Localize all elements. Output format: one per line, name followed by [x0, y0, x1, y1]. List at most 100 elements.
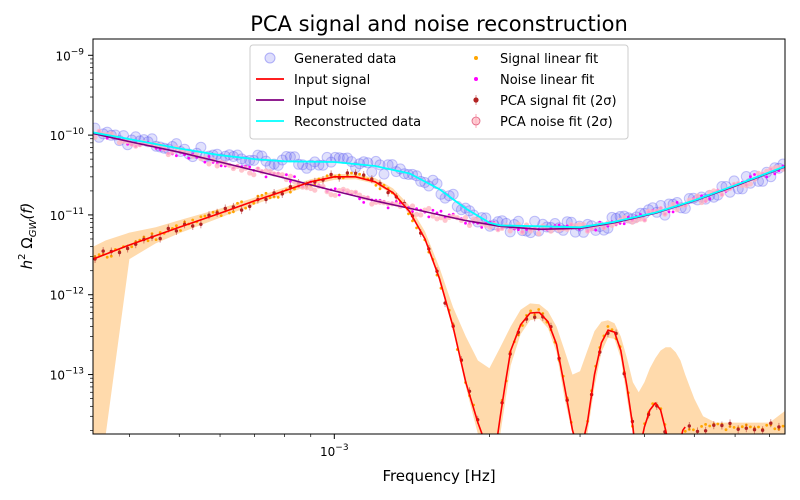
signal-linear-fit-point	[683, 429, 687, 433]
signal-linear-fit-point	[407, 212, 410, 216]
noise-linear-fit-point	[411, 210, 414, 213]
legend-item-pca_signal: PCA signal fit (2σ)	[473, 94, 617, 109]
signal-linear-fit-point	[154, 238, 158, 242]
pca-noise-fit-point	[267, 168, 273, 175]
pca-noise-fit-point	[409, 203, 416, 209]
pca-noise-fit-point	[466, 222, 473, 228]
noise-linear-fit-point	[622, 222, 626, 226]
pca-signal-fit-point	[769, 421, 773, 425]
pca-noise-fit-point	[369, 201, 375, 207]
legend-label: Input signal	[294, 73, 370, 88]
noise-linear-fit-point	[285, 173, 288, 177]
ticks-layer: 10−9 10−10 10−11 10−12 10−13 10−3	[50, 47, 770, 459]
pca-noise-fit-point	[633, 218, 640, 224]
signal-linear-fit-point	[264, 191, 268, 195]
pca-noise-fit-point	[430, 213, 436, 219]
signal-linear-fit-point	[97, 253, 101, 257]
pca-signal-fit-point	[248, 204, 252, 209]
x-axis-label: Frequency [Hz]	[382, 467, 495, 485]
signal-linear-fit-point	[700, 425, 703, 428]
pca-noise-fit-point	[206, 161, 212, 167]
pca-signal-fit-point	[264, 197, 268, 202]
pca-signal-fit-point	[288, 185, 293, 189]
legend-swatch	[473, 97, 479, 103]
pca-noise-fit-point	[308, 185, 314, 192]
pca-noise-fit-point	[471, 216, 477, 222]
pca-signal-fit-point	[736, 427, 740, 431]
signal-linear-fit-point	[415, 226, 418, 230]
pca-noise-fit-point	[304, 185, 310, 191]
pca-signal-fit-point	[353, 171, 358, 175]
signal-linear-fit-point	[716, 422, 720, 426]
legend-item-input_signal: Input signal	[256, 73, 370, 88]
pca-signal-fit-point	[239, 208, 244, 212]
noise-linear-fit-point	[671, 210, 675, 214]
pca-noise-fit-point	[694, 193, 701, 199]
signal-linear-fit-point	[146, 239, 150, 243]
noise-linear-fit-point	[517, 228, 520, 232]
pca-noise-fit-point	[230, 165, 236, 172]
pca-signal-fit-point	[703, 429, 708, 433]
pca-noise-fit-point	[434, 216, 440, 222]
pca-signal-fit-point	[712, 423, 716, 427]
noise-linear-fit-point	[219, 164, 223, 168]
pca-signal-fit-point	[117, 250, 122, 255]
pca-noise-fit-point	[585, 228, 591, 234]
pca-noise-fit-point	[507, 228, 513, 234]
signal-linear-fit-point	[757, 425, 760, 429]
pca-signal-fit-point	[777, 425, 781, 429]
pca-noise-fit-point	[418, 212, 424, 218]
legend-item-generated: Generated data	[264, 52, 396, 67]
pca-noise-fit-point	[743, 182, 749, 189]
signal-linear-fit-point	[219, 214, 223, 218]
signal-linear-fit-point	[191, 218, 195, 222]
pca-noise-fit-point	[755, 170, 762, 176]
pca-noise-fit-point	[279, 172, 285, 178]
signal-linear-fit-point	[358, 172, 361, 176]
signal-linear-fit-point	[724, 428, 728, 432]
reconstructed-data-line	[93, 131, 785, 229]
noise-linear-fit-point	[362, 201, 366, 204]
legend: Generated data Signal linear fit Input sig…	[249, 44, 629, 140]
input-signal-line	[93, 176, 686, 434]
pca-noise-fit-point	[548, 228, 554, 234]
signal-linear-fit-point	[236, 201, 239, 205]
signal-linear-fit-point	[374, 183, 378, 187]
pca-noise-fit-point	[462, 215, 469, 221]
signal-linear-fit-point	[175, 224, 178, 228]
noise-linear-fit-point	[753, 173, 756, 176]
pca-noise-fit-point	[536, 231, 542, 237]
y-tick-label: 10−10	[50, 127, 85, 143]
pca-noise-fit-point	[719, 191, 725, 197]
y-tick-label: 10−12	[50, 287, 84, 303]
signal-linear-fit-point	[203, 214, 207, 218]
pca-signal-fit-point	[533, 315, 537, 319]
pca-signal-fit-point	[362, 173, 366, 177]
pca-noise-fit-point	[646, 208, 652, 214]
chart-title: PCA signal and noise reconstruction	[250, 12, 628, 36]
signal-linear-fit-point	[179, 229, 182, 232]
pca-noise-fit-point	[239, 167, 245, 173]
signal-linear-fit-point	[732, 426, 736, 429]
signal-linear-fit-point	[228, 211, 231, 215]
pca-noise-fit-point	[165, 151, 171, 158]
signal-linear-fit-point	[350, 171, 353, 175]
signal-linear-fit-point	[497, 435, 500, 438]
pca-noise-fit-point	[747, 181, 754, 187]
pca-noise-fit-point	[332, 192, 338, 198]
signal-linear-fit-point	[606, 325, 610, 328]
signal-linear-fit-point	[268, 196, 272, 200]
pca-noise-fit-point	[519, 229, 526, 236]
pca-noise-fit-point	[662, 211, 668, 217]
noise-linear-fit-point	[264, 175, 268, 179]
noise-linear-fit-point	[386, 206, 390, 210]
pca-noise-fit-point	[340, 186, 346, 192]
signal-linear-fit-point	[109, 254, 113, 258]
signal-linear-fit-point	[521, 324, 524, 327]
pca-signal-fit-point	[728, 421, 732, 426]
noise-linear-fit-point	[293, 175, 296, 179]
pca-noise-fit-point	[442, 217, 448, 223]
legend-item-reconstructed: Reconstructed data	[256, 115, 421, 130]
